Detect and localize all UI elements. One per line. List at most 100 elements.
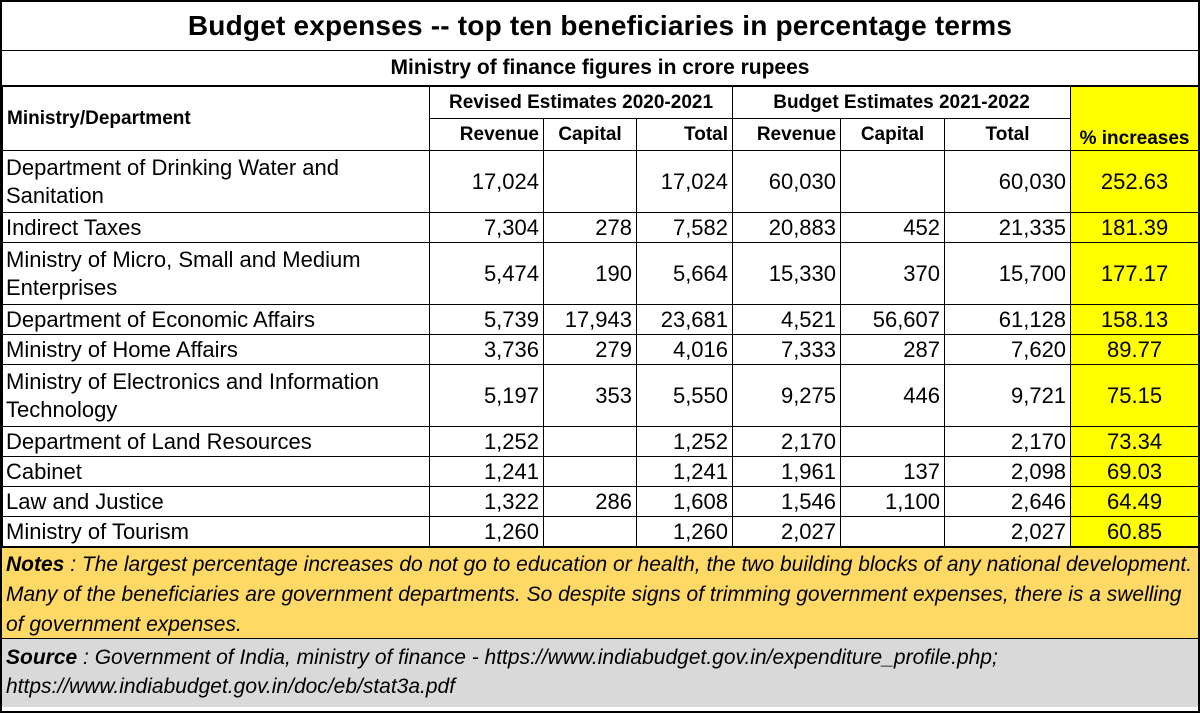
notes-box: Notes : The largest percentage increases… [2, 547, 1198, 639]
be-revenue-cell: 60,030 [732, 150, 842, 213]
budget-table: Ministry/Department Revised Estimates 20… [2, 86, 1200, 547]
re-capital-cell: 286 [543, 486, 637, 517]
row-name: Ministry of Home Affairs [2, 334, 430, 365]
row-name: Law and Justice [2, 486, 430, 517]
be-capital-cell [840, 426, 946, 457]
re-total-cell: 4,016 [635, 334, 734, 365]
source-label: Source [6, 646, 78, 669]
be-total-cell: 61,128 [944, 304, 1072, 335]
re-total-cell: 1,252 [635, 426, 734, 457]
be-total-cell: 2,098 [944, 456, 1072, 487]
be-total-cell: 2,646 [944, 486, 1072, 517]
be-total-cell: 7,620 [944, 334, 1072, 365]
re-total-cell: 1,241 [635, 456, 734, 487]
header-re-total: Total [635, 118, 734, 151]
re-total-cell: 5,550 [635, 364, 734, 427]
row-name: Department of Economic Affairs [2, 304, 430, 335]
pct-increase-cell: 252.63 [1070, 150, 1200, 213]
header-be-revenue: Revenue [732, 118, 842, 151]
re-revenue-cell: 1,252 [429, 426, 544, 457]
be-total-cell: 21,335 [944, 212, 1072, 243]
pct-increase-cell: 181.39 [1070, 212, 1200, 243]
pct-increase-cell: 89.77 [1070, 334, 1200, 365]
re-revenue-cell: 3,736 [429, 334, 544, 365]
source-text: : Government of India, ministry of finan… [6, 646, 998, 698]
re-revenue-cell: 7,304 [429, 212, 544, 243]
re-revenue-cell: 5,474 [429, 242, 544, 305]
pct-increase-cell: 64.49 [1070, 486, 1200, 517]
be-capital-cell: 452 [840, 212, 946, 243]
notes-text: : The largest percentage increases do no… [6, 553, 1193, 636]
header-pct-increases: % increases [1070, 86, 1200, 151]
header-budget-estimates: Budget Estimates 2021-2022 [732, 86, 1072, 119]
be-capital-cell [840, 150, 946, 213]
be-total-cell: 2,027 [944, 516, 1072, 547]
row-name: Ministry of Tourism [2, 516, 430, 547]
header-revised-estimates: Revised Estimates 2020-2021 [428, 86, 734, 119]
be-revenue-cell: 2,170 [732, 426, 842, 457]
be-revenue-cell: 7,333 [732, 334, 842, 365]
be-capital-cell: 137 [840, 456, 946, 487]
pct-increase-cell: 69.03 [1070, 456, 1200, 487]
table-body: Department of Drinking Water and Sanitat… [2, 150, 1200, 547]
be-revenue-cell: 2,027 [732, 516, 842, 547]
row-name: Indirect Taxes [2, 212, 430, 243]
re-total-cell: 1,260 [635, 516, 734, 547]
table-row: Indirect Taxes 7,304 278 7,582 20,883 452 21,3… [2, 212, 1200, 243]
header-be-total: Total [944, 118, 1072, 151]
be-revenue-cell: 20,883 [732, 212, 842, 243]
table-row: Department of Economic Affairs 5,739 17,94… [2, 304, 1200, 335]
re-capital-cell: 353 [543, 364, 637, 427]
re-capital-cell [543, 516, 637, 547]
re-capital-cell [543, 426, 637, 457]
re-total-cell: 1,608 [635, 486, 734, 517]
header-re-capital: Capital [543, 118, 637, 151]
row-name: Ministry of Electronics and Information … [2, 364, 430, 427]
re-capital-cell: 17,943 [543, 304, 637, 335]
table-title: Budget expenses -- top ten beneficiaries… [2, 2, 1198, 51]
be-total-cell: 9,721 [944, 364, 1072, 427]
re-capital-cell: 190 [543, 242, 637, 305]
be-total-cell: 15,700 [944, 242, 1072, 305]
be-capital-cell: 1,100 [840, 486, 946, 517]
row-name: Department of Drinking Water and Sanitat… [2, 150, 430, 213]
be-revenue-cell: 9,275 [732, 364, 842, 427]
re-total-cell: 5,664 [635, 242, 734, 305]
pct-increase-cell: 158.13 [1070, 304, 1200, 335]
be-revenue-cell: 4,521 [732, 304, 842, 335]
table-row: Department of Land Resources 1,252 1,252 2,… [2, 426, 1200, 457]
table-subtitle: Ministry of finance figures in crore rup… [2, 51, 1198, 86]
be-revenue-cell: 1,546 [732, 486, 842, 517]
pct-increase-cell: 75.15 [1070, 364, 1200, 427]
row-name: Department of Land Resources [2, 426, 430, 457]
re-capital-cell: 278 [543, 212, 637, 243]
re-revenue-cell: 1,322 [429, 486, 544, 517]
re-total-cell: 17,024 [635, 150, 734, 213]
header-be-capital: Capital [840, 118, 946, 151]
pct-increase-cell: 60.85 [1070, 516, 1200, 547]
table-row: Ministry of Micro, Small and Medium Ente… [2, 242, 1200, 305]
be-revenue-cell: 1,961 [732, 456, 842, 487]
re-revenue-cell: 5,739 [429, 304, 544, 335]
be-total-cell: 2,170 [944, 426, 1072, 457]
header-row-groups: Ministry/Department Revised Estimates 20… [2, 86, 1200, 151]
be-capital-cell: 287 [840, 334, 946, 365]
re-revenue-cell: 1,241 [429, 456, 544, 487]
re-capital-cell: 279 [543, 334, 637, 365]
row-name: Cabinet [2, 456, 430, 487]
header-ministry: Ministry/Department [2, 86, 430, 151]
table-row: Ministry of Home Affairs 3,736 279 4,016 7,3… [2, 334, 1200, 365]
row-name: Ministry of Micro, Small and Medium Ente… [2, 242, 430, 305]
re-revenue-cell: 17,024 [429, 150, 544, 213]
re-total-cell: 23,681 [635, 304, 734, 335]
pct-increase-cell: 177.17 [1070, 242, 1200, 305]
table-row: Cabinet 1,241 1,241 1,961 137 2,098 69.03 [2, 456, 1200, 487]
re-total-cell: 7,582 [635, 212, 734, 243]
re-revenue-cell: 1,260 [429, 516, 544, 547]
re-capital-cell [543, 150, 637, 213]
re-capital-cell [543, 456, 637, 487]
header-re-revenue: Revenue [429, 118, 544, 151]
source-box: Source : Government of India, ministry o… [2, 639, 1198, 707]
header-row-columns: Revenue Capital Total Revenue Capital To… [3, 118, 1199, 151]
